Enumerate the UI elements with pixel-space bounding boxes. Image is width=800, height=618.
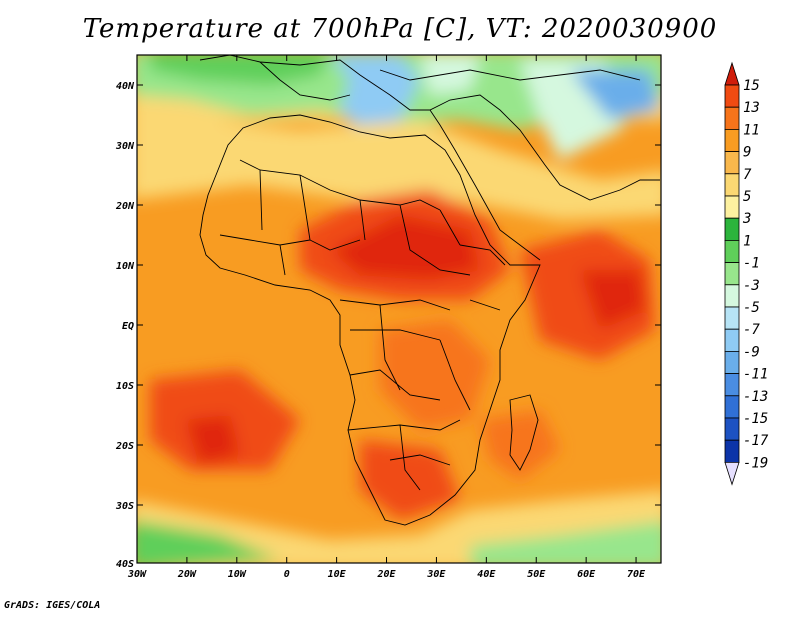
colorbar-label: -7	[743, 322, 760, 338]
colorbar-swatch	[724, 395, 740, 419]
lon-label: 70E	[627, 569, 646, 580]
colorbar-label: 11	[743, 122, 760, 138]
colorbar-swatch	[724, 84, 740, 108]
colorbar-label: -13	[743, 389, 768, 405]
colorbar-swatch	[724, 239, 740, 263]
lon-label: 10W	[228, 569, 247, 580]
lat-label: 20S	[115, 441, 134, 452]
colorbar-label: -17	[743, 433, 769, 449]
lat-label: 20N	[115, 201, 135, 212]
colorbar-swatch	[724, 373, 740, 397]
colorbar-label: -19	[743, 455, 768, 471]
colorbar-swatch	[724, 417, 740, 441]
colorbar-label: 7	[743, 167, 752, 183]
lon-label: 30W	[127, 569, 147, 580]
colorbar-swatch	[724, 217, 740, 241]
map-frame	[136, 54, 662, 564]
latitude-labels: 40N 30N 20N 10N EQ 10S 20S 30S 40S	[115, 81, 135, 570]
colorbar-swatch	[724, 306, 740, 330]
lat-label: 10N	[116, 261, 135, 272]
lon-label: 10E	[328, 569, 347, 580]
colorbar-swatch	[724, 106, 740, 130]
colorbar-label: 9	[743, 145, 751, 161]
colorbar-label: -11	[743, 367, 768, 383]
colorbar-label: -1	[743, 256, 760, 272]
lon-label: 0	[284, 569, 290, 580]
colorbar-swatch	[724, 262, 740, 286]
lon-label: 50E	[527, 569, 546, 580]
lat-label: EQ	[122, 321, 134, 332]
lat-label: 30N	[115, 141, 135, 152]
lat-label: 30S	[115, 501, 134, 512]
colorbar-bottom-arrow	[724, 461, 740, 486]
colorbar-label: -9	[743, 344, 760, 360]
temperature-field	[137, 55, 661, 563]
chart-title: Temperature at 700hPa [C], VT: 202003090…	[82, 14, 718, 44]
colorbar-label: 3	[742, 211, 751, 227]
colorbar-swatch	[724, 195, 740, 219]
lon-label: 40E	[477, 569, 496, 580]
lon-label: 60E	[577, 569, 596, 580]
colorbar-swatches	[724, 61, 740, 486]
colorbar-top-arrow	[724, 61, 740, 86]
footer-credit: GrADS: IGES/COLA	[4, 600, 101, 611]
colorbar-swatch	[724, 151, 740, 175]
colorbar-label: 1	[743, 233, 751, 249]
lat-label: 40N	[116, 81, 135, 92]
colorbar-label: 13	[743, 100, 760, 116]
colorbar-swatch	[724, 328, 740, 352]
colorbar-swatch	[724, 173, 740, 197]
lat-label: 10S	[116, 381, 134, 392]
colorbar-swatch	[724, 439, 740, 463]
lat-label: 40S	[116, 559, 134, 570]
colorbar-swatch	[724, 284, 740, 308]
colorbar-labels: 15 13 11 9 7 5 3 1 -1 -3 -5 -7 -9 -11 -13 -15 -17 -19	[742, 78, 769, 471]
lon-label: 30E	[426, 569, 446, 580]
colorbar-label: -3	[743, 278, 760, 294]
colorbar-label: 15	[743, 78, 760, 94]
lon-label: 20W	[177, 569, 197, 580]
coastlines	[199, 55, 660, 526]
colorbar-swatch	[724, 350, 740, 374]
lon-label: 20E	[376, 569, 396, 580]
longitude-labels: 30W 20W 10W 0 10E 20E 30E 40E 50E 60E 70E	[127, 569, 646, 580]
colorbar-label: -5	[743, 300, 760, 316]
axis-ticks	[136, 55, 661, 564]
colorbar-label: 5	[743, 189, 751, 205]
colorbar-label: -15	[743, 411, 768, 427]
colorbar-swatch	[724, 128, 740, 152]
